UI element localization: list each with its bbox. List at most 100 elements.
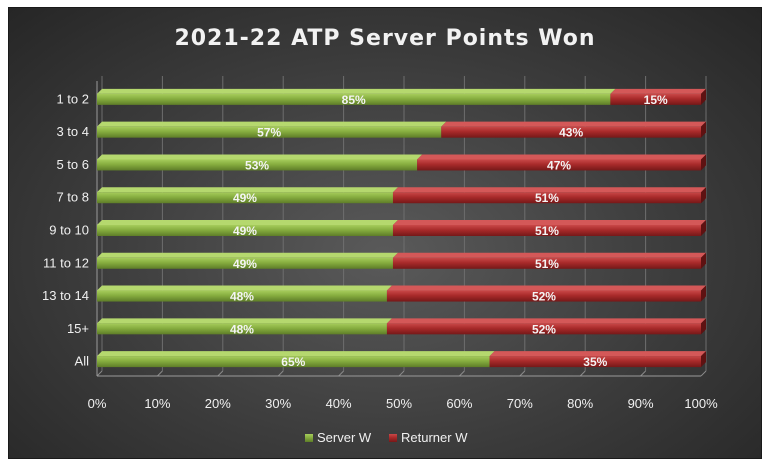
- bar-returner-w: [386, 323, 701, 335]
- chart-title: 2021-22 ATP Server Points Won: [174, 26, 595, 51]
- data-label: 51%: [535, 191, 559, 205]
- bar-side: [701, 154, 706, 171]
- bar-returner-w: [441, 126, 701, 138]
- category-label: 5 to 6: [56, 157, 89, 172]
- x-tick-label: 90%: [628, 396, 654, 411]
- gridline-floor: [579, 370, 586, 377]
- x-tick-label: 80%: [567, 396, 593, 411]
- chart-frame: 2021-22 ATP Server Points Won 0% 10% 20% 30…: [8, 7, 762, 459]
- data-label: 49%: [233, 257, 257, 271]
- bar-server-w: [97, 257, 393, 269]
- data-label: 53%: [245, 158, 269, 172]
- legend-swatch-server: [305, 434, 313, 442]
- bar-top-server-w: [97, 220, 398, 225]
- bar-server-w: [97, 192, 393, 204]
- bar-top-server-w: [97, 154, 423, 160]
- category-label: 9 to 10: [49, 223, 89, 238]
- bar-server-w: [97, 126, 442, 138]
- bar-top-returner-w: [392, 220, 706, 225]
- gridline-floor: [277, 370, 284, 377]
- bar-side: [701, 252, 706, 269]
- data-label: 15%: [644, 93, 668, 107]
- category-label: 3 to 4: [56, 124, 89, 139]
- gridline-floor: [640, 370, 646, 377]
- bar-top-returner-w: [417, 154, 706, 160]
- category-label: 13 to 14: [42, 288, 89, 303]
- bar-top-server-w: [97, 318, 392, 324]
- bar-server-w: [97, 356, 490, 368]
- bar-returner-w: [392, 225, 701, 236]
- bar-top-returner-w: [441, 121, 706, 127]
- bar-server-w: [97, 93, 611, 105]
- x-tick-label: 10%: [144, 396, 170, 411]
- bar-top-returner-w: [386, 318, 706, 324]
- data-label: 49%: [233, 224, 257, 238]
- data-label: 65%: [281, 355, 305, 369]
- x-tick-label: 60%: [446, 396, 472, 411]
- category-label: 11 to 12: [43, 255, 89, 270]
- category-label: 1 to 2: [56, 91, 89, 106]
- bar-server-w: [97, 159, 418, 171]
- x-tick-label: 30%: [265, 396, 291, 411]
- category-label: 15+: [67, 321, 89, 336]
- data-label: 48%: [230, 290, 254, 304]
- data-label: 48%: [230, 322, 254, 336]
- legend: Server W Returner W: [305, 430, 468, 445]
- bar-returner-w: [392, 192, 701, 204]
- chart-canvas: 2021-22 ATP Server Points Won 0% 10% 20% 30…: [42, 26, 718, 445]
- legend-label-server: Server W: [317, 430, 372, 445]
- bar-returner-w: [610, 93, 701, 105]
- gridline-floor: [459, 370, 465, 377]
- data-label: 52%: [532, 290, 556, 304]
- x-tick-label: 0%: [88, 396, 107, 411]
- data-label: 43%: [559, 126, 583, 140]
- gridline-floor: [96, 370, 103, 377]
- category-label: 7 to 8: [56, 190, 89, 205]
- bar-top-returner-w: [392, 252, 706, 258]
- bar-returner-w: [392, 257, 701, 269]
- x-tick-label: 20%: [205, 396, 231, 411]
- gridline-floor: [700, 370, 707, 377]
- bar-server-w: [97, 225, 393, 236]
- gridline-floor: [338, 370, 344, 377]
- data-label: 51%: [535, 257, 559, 271]
- bar-top-returner-w: [386, 285, 706, 291]
- bar-returner-w: [417, 159, 701, 171]
- legend-label-returner: Returner W: [401, 430, 468, 445]
- bar-top-returner-w: [392, 187, 706, 193]
- bar-side: [701, 88, 706, 105]
- legend-swatch-returner: [389, 434, 397, 442]
- bar-top-server-w: [97, 88, 616, 94]
- bar-top-returner-w: [489, 351, 706, 357]
- x-tick-label: 100%: [684, 396, 718, 411]
- bar-server-w: [97, 323, 387, 335]
- gridline-floor: [519, 370, 526, 377]
- bar-side: [701, 351, 706, 368]
- gridline-floor: [398, 370, 405, 377]
- bars: [97, 88, 706, 368]
- x-tick-label: 40%: [326, 396, 352, 411]
- bar-side: [701, 121, 706, 138]
- bar-top-server-w: [97, 285, 392, 291]
- bar-server-w: [97, 290, 387, 302]
- bar-top-returner-w: [610, 88, 706, 94]
- bar-returner-w: [489, 356, 701, 368]
- data-label: 52%: [532, 322, 556, 336]
- data-label: 57%: [257, 126, 281, 140]
- data-label: 51%: [535, 224, 559, 238]
- bar-side: [701, 285, 706, 302]
- bar-top-server-w: [97, 252, 398, 258]
- data-label: 85%: [342, 93, 366, 107]
- gridline-floor: [157, 370, 163, 377]
- x-tick-label: 50%: [386, 396, 412, 411]
- data-label: 49%: [233, 191, 257, 205]
- bar-side: [701, 318, 706, 335]
- bar-side: [701, 187, 706, 204]
- category-label: All: [75, 354, 90, 369]
- x-tick-label: 70%: [507, 396, 533, 411]
- gridline-floor: [217, 370, 224, 377]
- bar-side: [701, 220, 706, 236]
- bar-top-server-w: [97, 187, 398, 193]
- data-label: 35%: [583, 355, 607, 369]
- bar-top-server-w: [97, 121, 447, 127]
